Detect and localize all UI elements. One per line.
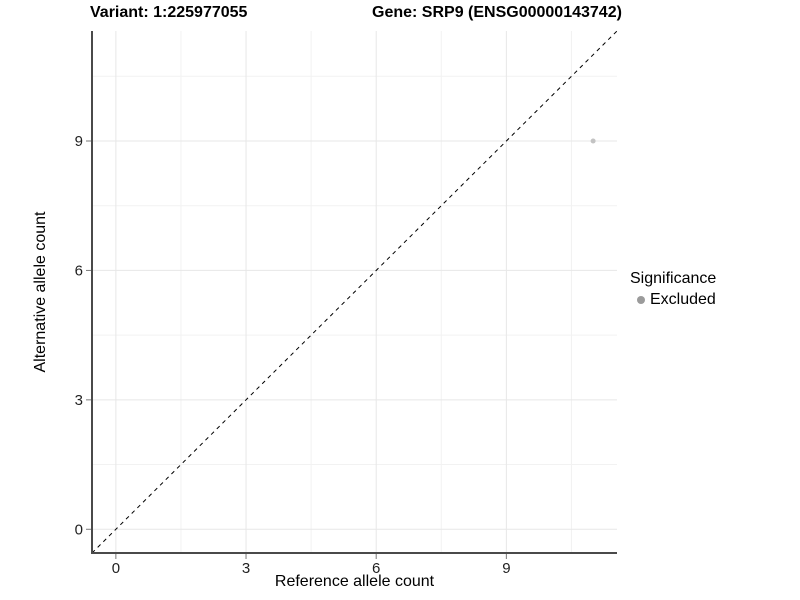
y-axis-label: Alternative allele count <box>32 211 49 373</box>
x-axis-label: Reference allele count <box>274 573 435 590</box>
axis-lines <box>91 31 617 554</box>
legend-title: Significance <box>630 270 717 287</box>
y-tick-label: 9 <box>75 133 83 150</box>
y-tick-label: 6 <box>75 262 83 279</box>
data-point-excluded <box>590 138 596 144</box>
identity-dashed-line <box>91 30 618 554</box>
y-tick-label: 0 <box>75 521 83 538</box>
x-tick-label: 9 <box>502 560 510 577</box>
gene-title: Gene: SRP9 (ENSG00000143742) <box>372 4 622 21</box>
y-tick-label: 3 <box>75 392 83 409</box>
excluded-point-icon <box>637 296 645 304</box>
legend: Significance Excluded <box>630 270 716 309</box>
legend-item-excluded: Excluded <box>630 291 716 309</box>
x-tick-label: 0 <box>112 560 120 577</box>
x-tick-label: 6 <box>372 560 380 577</box>
variant-title: Variant: 1:225977055 <box>90 4 248 21</box>
x-tick-label: 3 <box>242 560 250 577</box>
legend-item-label: Excluded <box>650 291 716 308</box>
